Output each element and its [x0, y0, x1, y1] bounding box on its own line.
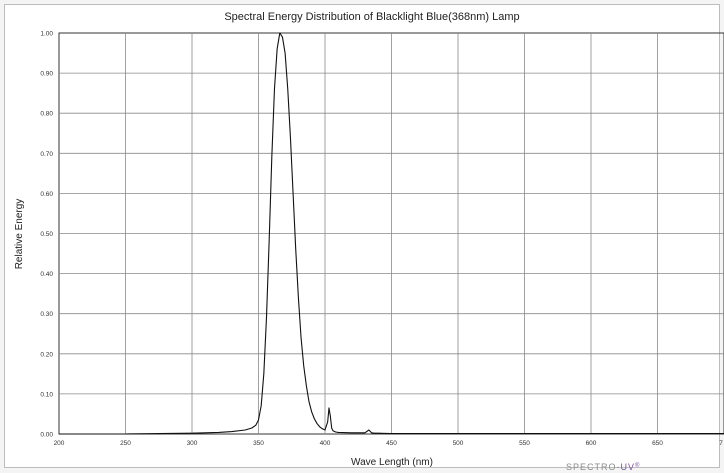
x-tick-label: 250: [120, 440, 131, 447]
y-tick-label: 0.30: [40, 311, 53, 318]
series-layer: [59, 32, 724, 435]
tick-layer: 200 250 300 350 400 450 500 550 600 650 7 0.00 0.10 0…: [40, 31, 723, 448]
brand-logo: SPECTRO-UV®: [566, 462, 640, 472]
y-axis-label: Relative Energy: [14, 199, 25, 270]
x-tick-label: 400: [320, 440, 331, 447]
x-tick-label: 300: [187, 440, 198, 447]
x-tick-label: 500: [453, 440, 464, 447]
grid-layer: [58, 32, 724, 435]
x-axis-label: Wave Length (nm): [351, 457, 433, 468]
x-tick-label: 7: [719, 440, 723, 447]
x-tick-label: 200: [54, 440, 65, 447]
y-tick-label: 0.40: [40, 271, 53, 278]
y-tick-label: 0.70: [40, 151, 53, 158]
spectrum-line: [59, 32, 724, 435]
y-tick-label: 0.90: [40, 71, 53, 78]
chart-title: Spectral Energy Distribution of Blacklig…: [224, 11, 519, 23]
x-tick-label: 650: [652, 440, 663, 447]
y-tick-label: 0.80: [40, 111, 53, 118]
y-tick-label: 0.50: [40, 231, 53, 238]
brand-text: SPECTRO-UV®: [566, 462, 640, 472]
x-tick-label: 450: [386, 440, 397, 447]
y-tick-label: 1.00: [40, 31, 53, 38]
x-tick-label: 600: [586, 440, 597, 447]
y-tick-label: 0.20: [40, 351, 53, 358]
y-tick-label: 0.60: [40, 191, 53, 198]
x-tick-label: 350: [253, 440, 264, 447]
x-tick-label: 550: [519, 440, 530, 447]
chart-frame: [4, 4, 720, 468]
y-tick-label: 0.00: [40, 432, 53, 439]
y-tick-label: 0.10: [40, 391, 53, 398]
